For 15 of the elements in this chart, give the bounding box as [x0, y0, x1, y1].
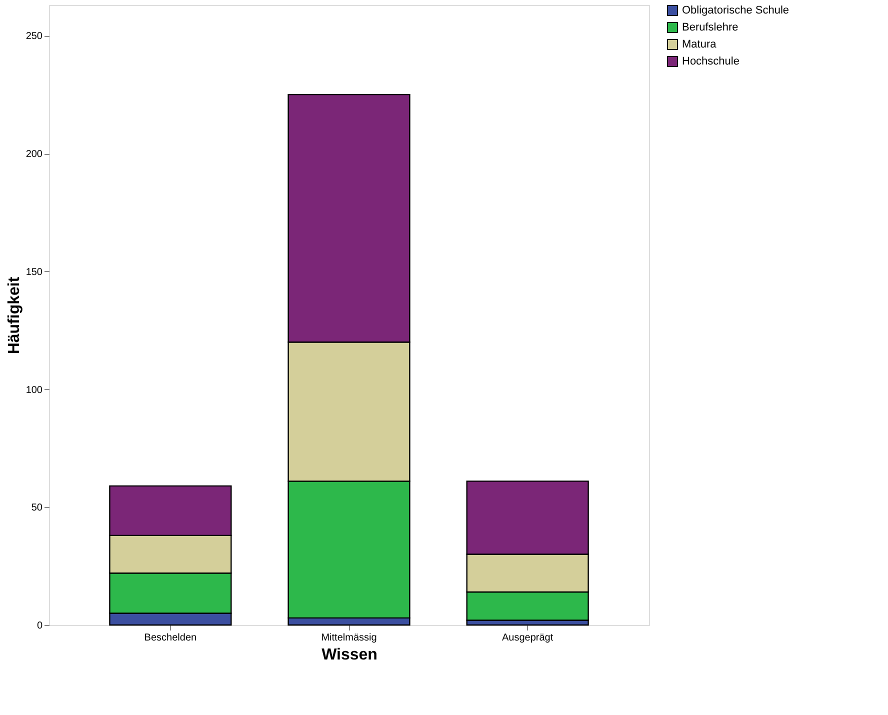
legend-label: Matura: [682, 38, 718, 50]
y-tick-label: 200: [26, 149, 43, 160]
legend-label: Berufslehre: [682, 22, 738, 34]
legend-label: Hochschule: [682, 56, 740, 68]
y-tick-label: 250: [26, 31, 43, 42]
y-tick-label: 50: [31, 502, 43, 514]
x-axis-title: Wissen: [322, 646, 378, 664]
y-tick-label: 100: [26, 384, 43, 396]
y-tick-label: 150: [26, 266, 43, 278]
y-tick-label: 0: [36, 620, 43, 632]
legend-label: Obligatorische Schule: [682, 4, 790, 16]
y-axis-title: Häufigkeit: [6, 276, 23, 354]
x-tick-label: Ausgeprägt: [502, 632, 554, 644]
x-tick-label: Beschelden: [144, 632, 197, 644]
x-tick-label: Mittelmässig: [321, 632, 377, 644]
